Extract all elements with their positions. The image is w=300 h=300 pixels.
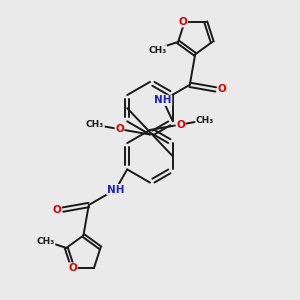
Text: CH₃: CH₃ [37, 237, 55, 246]
Text: CH₃: CH₃ [196, 116, 214, 125]
Text: O: O [179, 17, 188, 27]
Text: NH: NH [154, 95, 172, 105]
Text: NH: NH [107, 184, 124, 194]
Text: O: O [218, 84, 226, 94]
Text: CH₃: CH₃ [148, 46, 166, 55]
Text: O: O [176, 120, 185, 130]
Text: O: O [68, 263, 77, 273]
Text: O: O [115, 124, 124, 134]
Text: O: O [52, 205, 61, 214]
Text: CH₃: CH₃ [86, 120, 104, 129]
